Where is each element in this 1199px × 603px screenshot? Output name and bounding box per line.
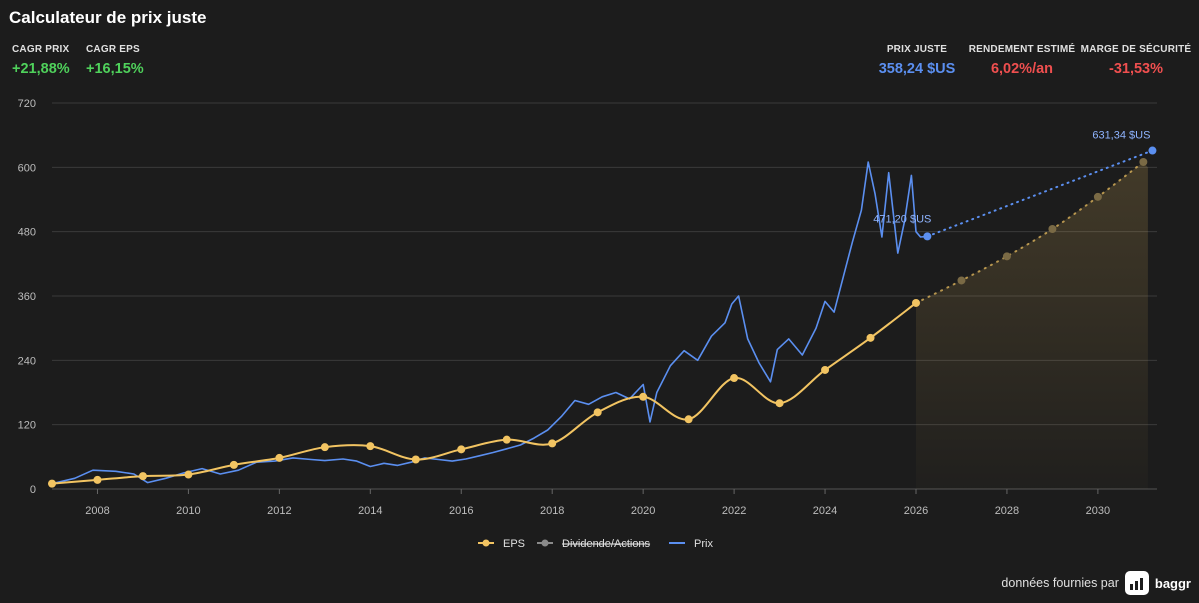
metric-label: PRIX JUSTE (886, 44, 948, 55)
bar-chart-logo-icon (1124, 571, 1149, 595)
metric-fair-price: PRIX JUSTE 358,24 $US (862, 44, 972, 77)
x-tick-label: 2020 (631, 505, 655, 517)
y-tick-label: 720 (18, 98, 36, 110)
metric-cagr-eps: CAGR EPS +16,15% (86, 44, 144, 77)
annotation-current-price: 471,20 $US (873, 213, 931, 225)
eps-projection-line (914, 160, 1145, 304)
eps-point (821, 365, 830, 374)
price-projection-point (1148, 146, 1157, 155)
eps-projection-point (1002, 252, 1011, 261)
metric-value: 358,24 $US (878, 61, 956, 77)
eps-point (93, 475, 102, 484)
eps-point (639, 392, 648, 401)
metric-label: RENDEMENT ESTIMÉ (968, 44, 1076, 55)
legend-swatch-dot (482, 539, 490, 547)
y-tick-label: 480 (18, 227, 36, 239)
metric-cagr-price: CAGR PRIX +21,88% (12, 44, 70, 77)
page-title: Calculateur de prix juste (9, 8, 207, 27)
eps-projection-point (1048, 224, 1057, 233)
metric-value: +21,88% (12, 61, 70, 77)
eps-point (866, 333, 875, 342)
eps-point (730, 374, 739, 383)
eps-point (229, 460, 238, 469)
eps-point (457, 445, 466, 454)
price-line (51, 161, 928, 485)
brand-name[interactable]: baggr (1154, 575, 1191, 591)
x-tick-label: 2014 (358, 505, 382, 517)
x-tick-label: 2030 (1086, 505, 1110, 517)
attribution-text: données fournies par (1001, 576, 1119, 590)
eps-projection-point (1139, 157, 1148, 166)
metric-label: CAGR PRIX (12, 44, 70, 55)
eps-projection-point (1093, 192, 1102, 201)
x-tick-label: 2016 (449, 505, 473, 517)
eps-point (366, 442, 375, 451)
y-tick-label: 360 (18, 291, 36, 303)
price-current-point (923, 232, 932, 241)
eps-point (775, 399, 784, 408)
metric-safety-margin: MARGE DE SÉCURITÉ -31,53% (1080, 44, 1192, 77)
metric-label: CAGR EPS (86, 44, 140, 55)
eps-point (911, 298, 920, 307)
projection-area (915, 161, 1148, 489)
x-tick-label: 2010 (176, 505, 200, 517)
y-tick-label: 120 (18, 420, 36, 432)
eps-point (138, 472, 147, 481)
metric-value: -31,53% (1108, 61, 1163, 77)
x-tick-label: 2028 (995, 505, 1019, 517)
eps-point (548, 439, 557, 448)
x-tick-label: 2022 (722, 505, 746, 517)
eps-projection-point (957, 276, 966, 285)
eps-point (593, 408, 602, 417)
metric-label: MARGE DE SÉCURITÉ (1080, 44, 1192, 55)
x-tick-label: 2026 (904, 505, 928, 517)
eps-point (48, 479, 56, 488)
legend-label[interactable]: Prix (694, 538, 713, 550)
x-tick-label: 2008 (85, 505, 109, 517)
eps-line (51, 302, 917, 485)
data-attribution: données fournies par baggr (1001, 571, 1191, 595)
x-tick-label: 2024 (813, 505, 837, 517)
eps-point (320, 443, 329, 452)
eps-point (184, 470, 193, 479)
legend-label[interactable]: Dividende/Actions (562, 538, 651, 550)
eps-point (275, 453, 284, 462)
price-projection-line (926, 149, 1154, 238)
eps-point (411, 455, 420, 464)
annotation-projected-price: 631,34 $US (1092, 130, 1150, 142)
metric-value: 6,02%/an (990, 61, 1054, 77)
legend-swatch-dot (541, 539, 549, 547)
y-tick-label: 240 (18, 355, 36, 367)
eps-point (684, 415, 693, 424)
legend-label[interactable]: EPS (503, 538, 525, 550)
metric-value: +16,15% (86, 61, 144, 77)
x-tick-label: 2018 (540, 505, 564, 517)
y-tick-label: 600 (18, 162, 36, 174)
y-tick-label: 0 (30, 484, 36, 496)
x-tick-label: 2012 (267, 505, 291, 517)
eps-point (502, 435, 511, 444)
metric-estimated-return: RENDEMENT ESTIMÉ 6,02%/an (962, 44, 1082, 77)
